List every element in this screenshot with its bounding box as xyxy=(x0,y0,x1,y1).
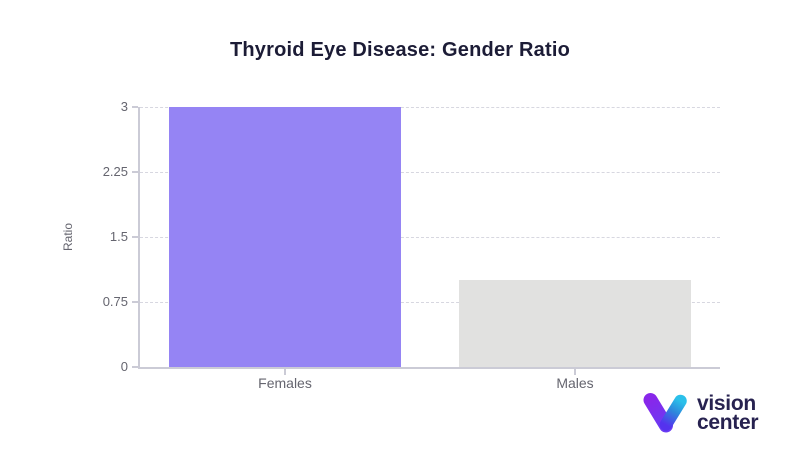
gridline-y-1.5 xyxy=(140,237,720,238)
y-tick-3 xyxy=(132,106,138,108)
vision-center-logo: vision center xyxy=(641,391,759,436)
logo-text-line2: center xyxy=(697,411,759,434)
plot-area xyxy=(138,107,720,369)
x-tick-females xyxy=(284,369,286,375)
y-tick-label-2.25: 2.25 xyxy=(102,164,128,179)
logo-text-line1: vision xyxy=(697,392,756,415)
y-tick-label-0.75: 0.75 xyxy=(102,294,128,309)
x-tick-label-males: Males xyxy=(556,375,594,391)
gridline-y-0.75 xyxy=(140,302,720,303)
bar-females xyxy=(169,107,401,367)
y-tick-1.5 xyxy=(132,236,138,238)
gridline-y-3 xyxy=(140,107,720,108)
y-tick-label-1.5: 1.5 xyxy=(109,229,128,244)
y-tick-2.25 xyxy=(132,171,138,173)
v-checkmark-icon xyxy=(643,393,687,433)
x-tick-males xyxy=(574,369,576,375)
y-tick-label-0: 0 xyxy=(120,359,128,374)
y-tick-0 xyxy=(132,366,138,368)
bar-males xyxy=(459,280,691,367)
y-tick-0.75 xyxy=(132,301,138,303)
chart-title: Thyroid Eye Disease: Gender Ratio xyxy=(229,39,571,61)
gridline-y-2.25 xyxy=(140,172,720,173)
x-tick-label-females: Females xyxy=(258,375,312,391)
logo-text: vision center xyxy=(697,392,759,434)
y-tick-label-3: 3 xyxy=(120,99,128,114)
